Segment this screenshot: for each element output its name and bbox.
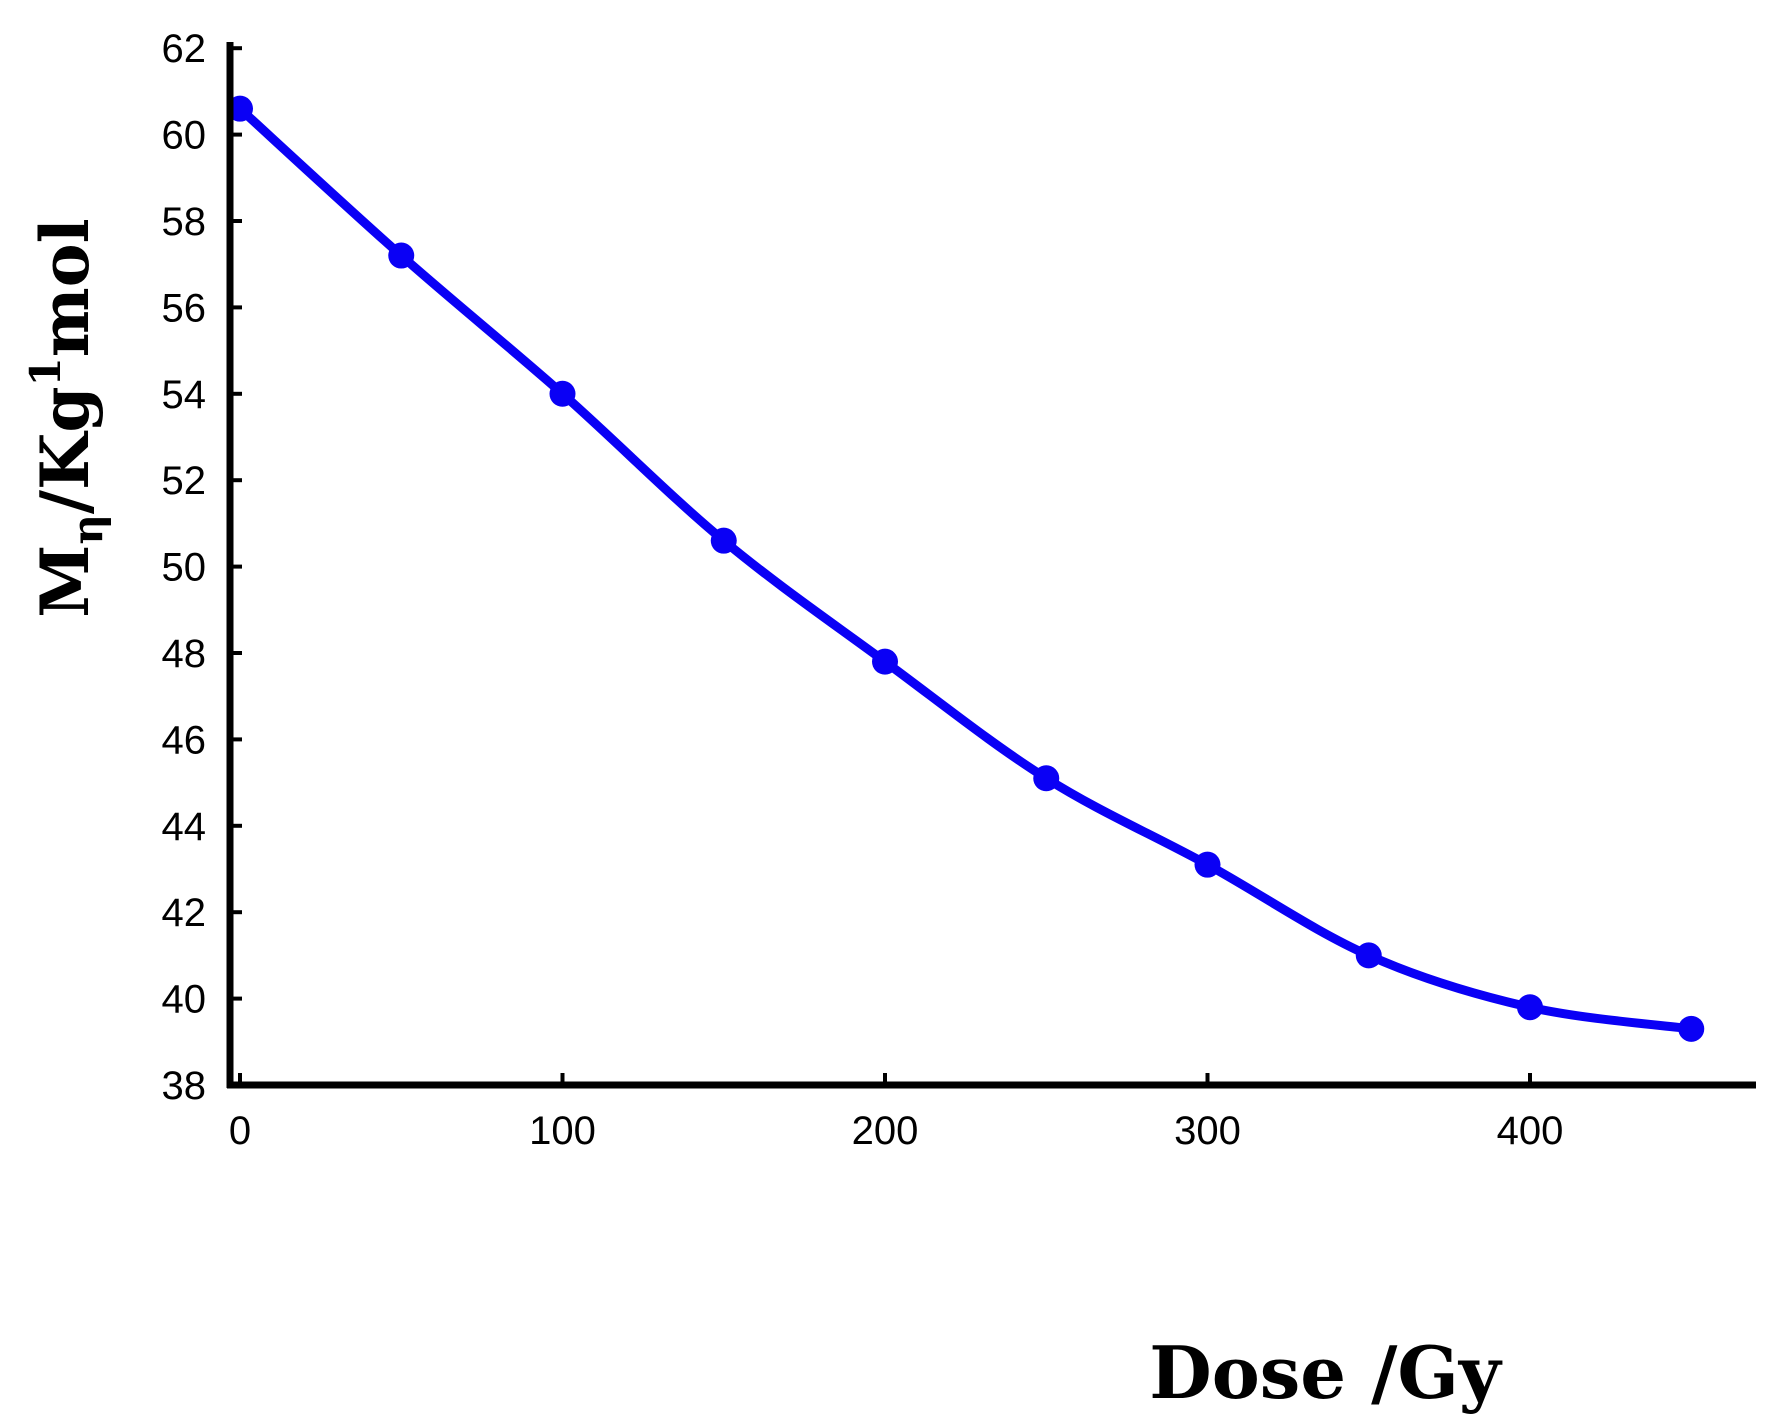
data-point <box>872 648 898 675</box>
series-line <box>235 104 1696 1034</box>
data-point <box>1033 765 1060 792</box>
data-point <box>1194 851 1221 878</box>
x-axis-title: Dose /Gy <box>1149 1330 1503 1415</box>
y-tick-label: 48 <box>162 632 207 676</box>
y-axis-ticks: 38 40 42 44 46 48 50 52 54 56 58 60 62 <box>162 27 242 1108</box>
series-points <box>227 95 1705 1042</box>
y-tick-label: 40 <box>162 978 207 1022</box>
data-point <box>1355 942 1382 969</box>
data-point <box>710 527 737 554</box>
y-tick-label: 58 <box>162 200 207 244</box>
y-tick-label: 42 <box>162 891 207 935</box>
data-point <box>1678 1015 1705 1042</box>
data-point <box>1517 994 1543 1021</box>
y-tick-label: 52 <box>162 459 207 503</box>
y-axis-title: Mη/Kg1mol <box>21 218 112 617</box>
x-axis-ticks: 0 100 200 300 400 <box>229 1073 1564 1153</box>
data-point <box>549 380 576 407</box>
y-tick-label: 38 <box>162 1064 207 1108</box>
x-tick-label: 300 <box>1174 1109 1241 1153</box>
x-tick-label: 400 <box>1497 1109 1564 1153</box>
y-tick-label: 62 <box>162 27 207 71</box>
y-tick-label: 60 <box>162 114 207 158</box>
y-tick-label: 56 <box>162 286 207 330</box>
y-tick-label: 54 <box>162 373 207 417</box>
y-tick-label: 46 <box>162 718 207 762</box>
y-tick-label: 50 <box>162 546 207 590</box>
y-tick-label: 44 <box>162 805 207 849</box>
x-tick-label: 0 <box>229 1109 251 1153</box>
data-point <box>388 242 415 269</box>
x-tick-label: 200 <box>852 1109 919 1153</box>
x-tick-label: 100 <box>529 1109 596 1153</box>
